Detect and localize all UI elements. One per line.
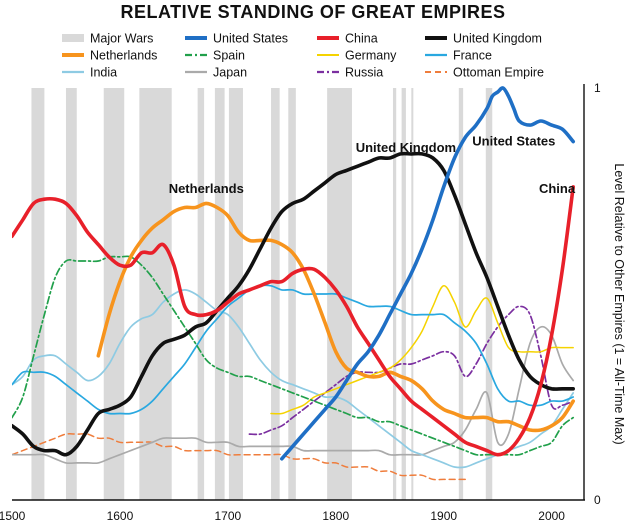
x-tick-label: 1500: [0, 509, 26, 523]
series-line-india: [12, 289, 575, 469]
war-band: [411, 88, 414, 500]
annotation-netherlands: Netherlands: [169, 181, 244, 196]
legend-item-united-kingdom: United Kingdom: [425, 32, 542, 46]
legend-label: Germany: [345, 49, 397, 63]
war-band: [458, 88, 464, 500]
series-line-germany: [270, 285, 574, 415]
war-band: [65, 88, 77, 500]
legend-label: India: [90, 66, 117, 80]
annotation-united-states: United States: [472, 134, 555, 149]
x-tick-label: 2000: [538, 509, 565, 523]
series-annotations: Netherlands United Kingdom United States Ch…: [169, 134, 576, 196]
axes: 1500 1600 1700 1800 1900 2000 01 Level Relati…: [0, 81, 625, 523]
legend-item-germany: Germany: [317, 49, 397, 63]
legend-item-united-states: United States: [185, 32, 288, 46]
legend-item-china: China: [317, 32, 378, 46]
war-band: [271, 88, 280, 500]
x-axis-ticks: 1500 1600 1700 1800 1900 2000: [0, 509, 565, 523]
legend-item-netherlands: Netherlands: [62, 49, 157, 63]
legend-label: United Kingdom: [453, 32, 542, 46]
legend-item-ottoman-empire: Ottoman Empire: [425, 66, 544, 80]
legend-item-japan: Japan: [185, 66, 247, 80]
war-band: [197, 88, 205, 500]
legend-item-russia: Russia: [317, 66, 383, 80]
legend-label: United States: [213, 32, 288, 46]
annotation-united-kingdom: United Kingdom: [356, 140, 456, 155]
war-band: [214, 88, 225, 500]
series-line-russia: [248, 305, 575, 436]
legend-label: Ottoman Empire: [453, 66, 544, 80]
plot-area: Netherlands United Kingdom United States Ch…: [12, 86, 576, 500]
series-line-spain: [12, 255, 575, 456]
war-band: [288, 88, 296, 500]
legend-label: France: [453, 49, 492, 63]
y-axis-label: Level Relative to Other Empires (1 = All…: [612, 163, 625, 444]
legend-item-india: India: [62, 66, 117, 80]
legend-label: Netherlands: [90, 49, 157, 63]
war-band: [31, 88, 45, 500]
x-tick-label: 1900: [430, 509, 457, 523]
x-tick-label: 1800: [322, 509, 349, 523]
x-tick-label: 1600: [107, 509, 134, 523]
legend-label: China: [345, 32, 378, 46]
legend-label: Spain: [213, 49, 245, 63]
series-lines: [12, 86, 575, 481]
y-tick-label: 0: [594, 493, 601, 507]
series-line-china: [12, 185, 575, 457]
legend-label: Major Wars: [90, 32, 153, 46]
legend-item-spain: Spain: [185, 49, 245, 63]
legend-label: Japan: [213, 66, 247, 80]
series-line-netherlands: [96, 201, 575, 433]
war-band: [485, 88, 493, 500]
annotation-china: China: [539, 181, 576, 196]
series-line-united-kingdom: [12, 151, 575, 457]
war-band: [392, 88, 397, 500]
chart-title: RELATIVE STANDING OF GREAT EMPIRES: [120, 2, 505, 22]
y-tick-label: 1: [594, 81, 601, 95]
legend-item-major-wars: Major Wars: [62, 32, 153, 46]
y-axis-ticks: 01: [594, 81, 601, 507]
series-line-ottoman-empire: [12, 433, 467, 481]
legend-label: Russia: [345, 66, 383, 80]
war-band: [401, 88, 406, 500]
legend-item-france: France: [425, 49, 492, 63]
x-tick-label: 1700: [214, 509, 241, 523]
legend: Major Wars United States China United Kingd…: [62, 32, 544, 80]
series-line-united-states: [280, 86, 575, 461]
war-band: [139, 88, 172, 500]
legend-swatch: [62, 34, 84, 42]
series-line-france: [12, 284, 575, 415]
